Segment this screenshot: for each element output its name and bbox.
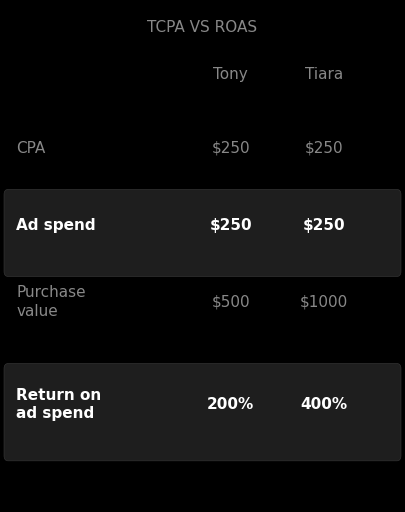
Text: $250: $250 — [211, 141, 250, 156]
FancyBboxPatch shape — [4, 189, 401, 276]
Text: Ad spend: Ad spend — [16, 218, 96, 233]
FancyBboxPatch shape — [4, 364, 401, 461]
Text: $1000: $1000 — [300, 294, 348, 310]
Text: $250: $250 — [303, 218, 345, 233]
Text: 200%: 200% — [207, 397, 254, 412]
Text: $250: $250 — [305, 141, 343, 156]
Text: $500: $500 — [211, 294, 250, 310]
Text: Tony: Tony — [213, 67, 248, 81]
Text: CPA: CPA — [16, 141, 45, 156]
Text: Tiara: Tiara — [305, 67, 343, 81]
Text: TCPA VS ROAS: TCPA VS ROAS — [147, 20, 258, 35]
Text: 400%: 400% — [301, 397, 347, 412]
Text: $250: $250 — [209, 218, 252, 233]
Text: Return on
ad spend: Return on ad spend — [16, 388, 101, 421]
Text: Purchase
value: Purchase value — [16, 285, 86, 319]
